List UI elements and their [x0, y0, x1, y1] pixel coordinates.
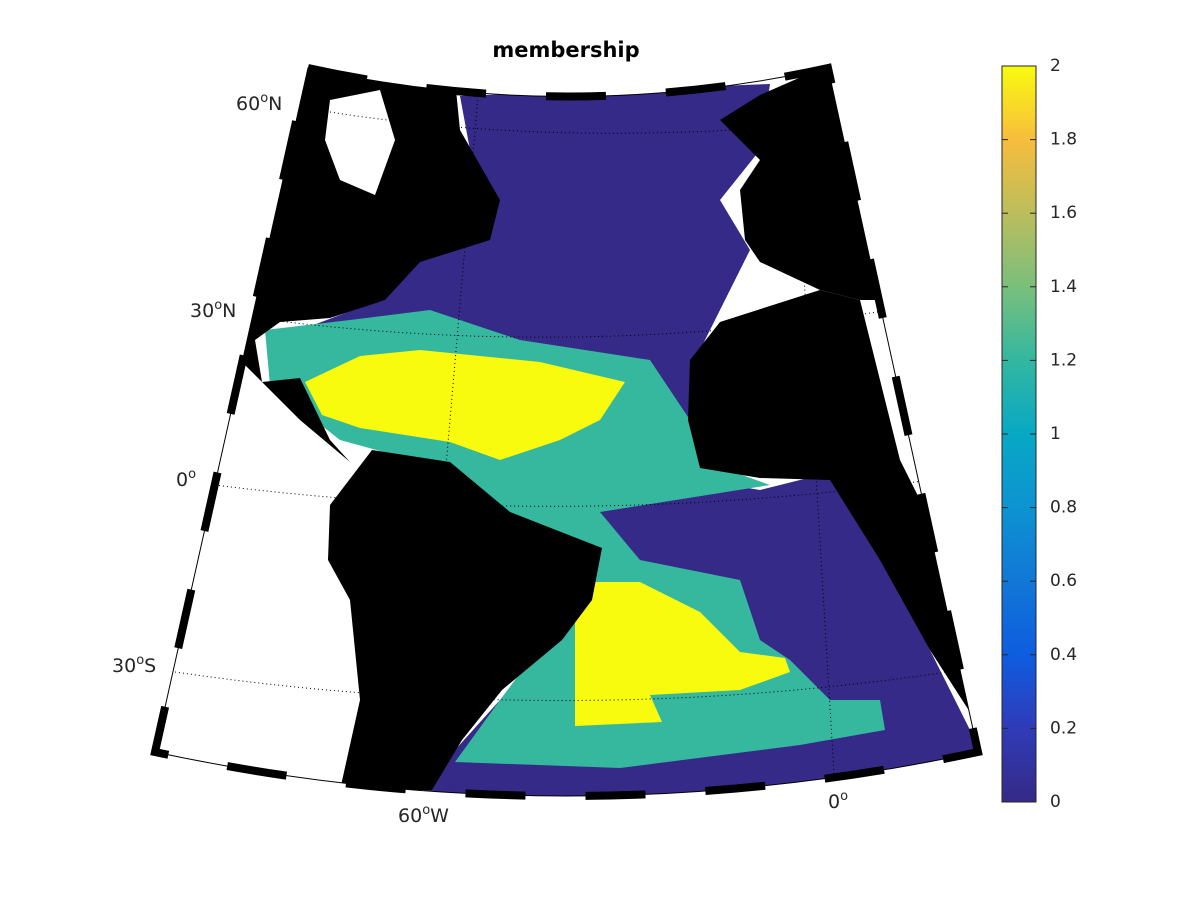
land: [688, 290, 975, 720]
lat-label: 30oS: [112, 653, 156, 677]
region-two: [575, 582, 790, 726]
colorbar-tick-label: 1.8: [1050, 130, 1077, 150]
colorbar-tick-label: 0: [1050, 792, 1061, 812]
land-unplotted: [325, 90, 395, 195]
lon-label: 0o: [828, 789, 848, 813]
colorbar-tick-label: 0.2: [1050, 718, 1077, 738]
lat-label: 0o: [176, 467, 196, 491]
colorbar-tick-label: 1.4: [1050, 277, 1077, 297]
colorbar: 0 0.2 0.4 0.6 0.8 1 1.2 1.4 1.6 1.8 2: [1001, 56, 1077, 812]
colorbar-tick-label: 0.4: [1050, 645, 1077, 665]
lat-label: 30oN: [190, 298, 236, 322]
colorbar-tick-label: 0.8: [1050, 498, 1077, 518]
land: [328, 450, 602, 790]
region-two: [305, 350, 625, 460]
map-border: [154, 67, 979, 797]
colorbar-tick-label: 1.2: [1050, 350, 1077, 370]
colorbar-tick-label: 0.6: [1050, 571, 1077, 591]
lat-label: 60oN: [236, 91, 282, 115]
title: membership: [492, 38, 639, 62]
lat-labels: 60oN 30oN 0o 30oS: [112, 91, 282, 677]
lon-label: 60oW: [398, 803, 449, 827]
colorbar-tick-label: 1: [1050, 424, 1061, 444]
graticule: [174, 77, 961, 791]
colorbar-tick-label: 2: [1050, 56, 1061, 76]
map: [155, 68, 978, 796]
lon-labels: 60oW 0o: [398, 789, 848, 827]
colorbar-tick-label: 1.6: [1050, 203, 1077, 223]
